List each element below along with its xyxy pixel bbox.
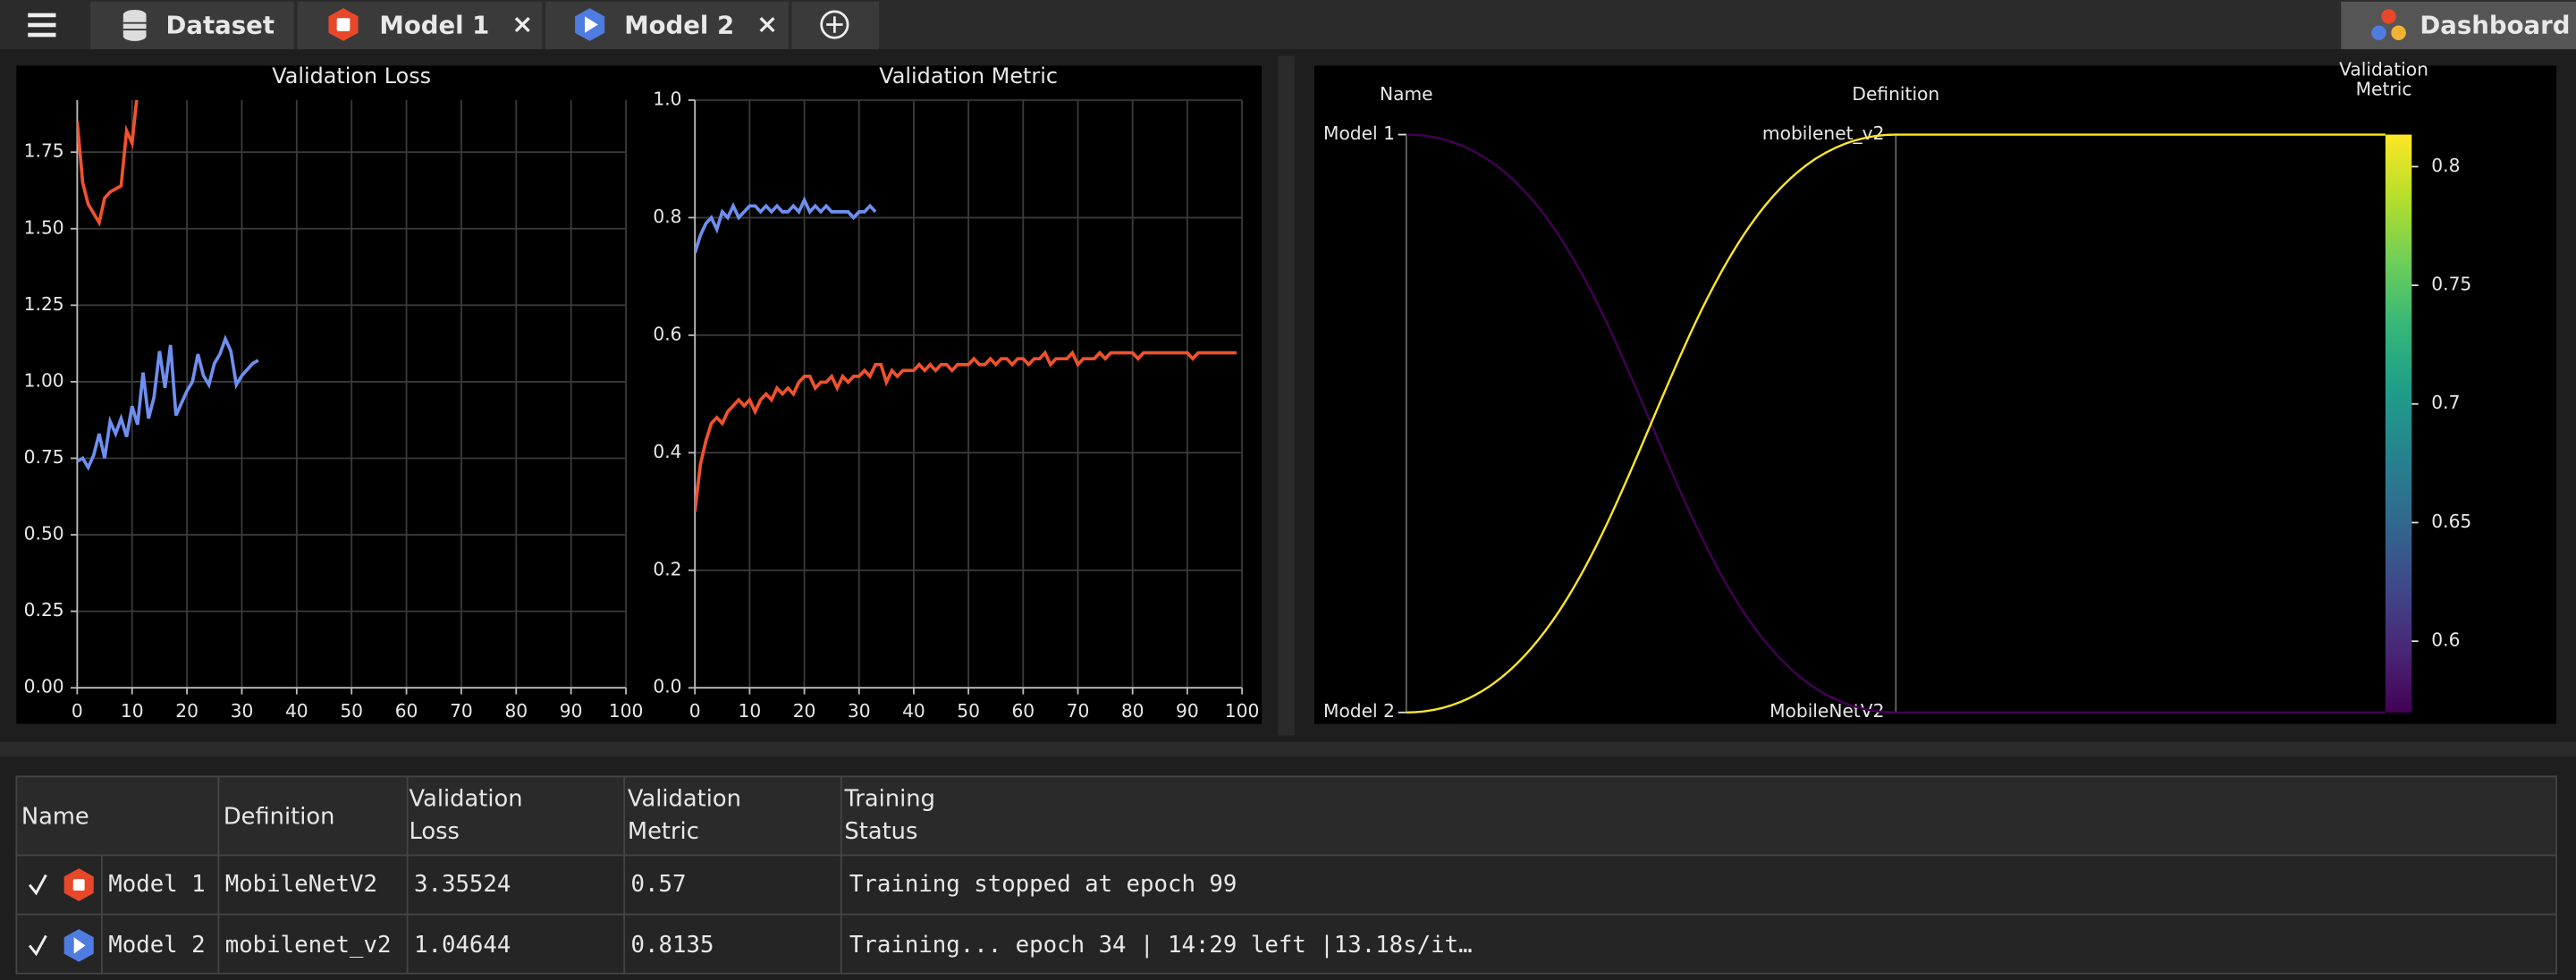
colorbar-tick-label: 0.8: [2431, 155, 2460, 176]
chart-title: Validation Metric: [879, 63, 1058, 89]
x-tick-label: 60: [1011, 700, 1035, 722]
series-line: [695, 350, 1237, 512]
splitter[interactable]: [0, 741, 2576, 757]
parallel-line: [1406, 133, 2386, 714]
cell: 0.57: [631, 871, 687, 898]
parallel-panel: [1313, 65, 2556, 724]
column-header: Validation Metric: [627, 786, 741, 846]
axis-title: Definition: [1852, 83, 1939, 105]
parallel-line: [1406, 133, 2386, 714]
y-tick-label: 1.75: [24, 140, 64, 162]
x-tick-label: 70: [450, 700, 473, 722]
x-tick-label: 30: [848, 700, 871, 722]
x-tick-label: 30: [231, 700, 254, 722]
y-tick-label: 0.25: [24, 599, 64, 621]
x-tick-label: 10: [121, 700, 144, 722]
close-icon[interactable]: [514, 17, 530, 33]
colorbar-tick-label: 0.6: [2431, 629, 2460, 651]
tab-label: Model 2: [624, 11, 734, 39]
model-2-tab[interactable]: Model 2: [545, 1, 789, 50]
axis-tick-label: mobilenet_v2: [1762, 122, 1885, 144]
chart-title: Validation Loss: [272, 63, 431, 89]
axis-tick-label: Model 2: [1323, 700, 1395, 722]
cell: Model 2: [108, 932, 205, 959]
colorbar: [2385, 134, 2412, 713]
column-header: Definition: [224, 804, 335, 831]
y-tick-label: 1.25: [24, 293, 64, 315]
column-header: Validation Loss: [409, 786, 523, 846]
x-tick-label: 0: [689, 700, 701, 722]
x-tick-label: 70: [1067, 700, 1090, 722]
x-tick-label: 50: [340, 700, 363, 722]
x-tick-label: 100: [1225, 700, 1260, 722]
cell: Training... epoch 34 | 14:29 left |13.18…: [849, 932, 1473, 959]
model-1-tab[interactable]: Model 1: [297, 1, 543, 50]
menu-button[interactable]: [0, 0, 82, 50]
check-icon[interactable]: [28, 934, 47, 957]
series-line: [77, 99, 139, 227]
y-tick-label: 1.00: [24, 369, 64, 391]
cell: 1.04644: [414, 932, 511, 959]
colorbar-tick-label: 0.7: [2431, 392, 2460, 413]
x-tick-label: 100: [609, 700, 644, 722]
tab-label: Dashboard: [2420, 11, 2570, 39]
x-tick-label: 90: [560, 700, 583, 722]
colorbar-tick-label: 0.75: [2431, 274, 2471, 295]
y-tick-label: 0.4: [653, 441, 681, 462]
tab-label: Dataset: [166, 11, 274, 39]
y-tick-label: 0.8: [653, 206, 681, 227]
x-tick-label: 40: [285, 700, 308, 722]
axis-title: Name: [1380, 83, 1433, 105]
y-tick-label: 0.75: [24, 446, 64, 468]
y-tick-label: 0.00: [24, 676, 64, 697]
column-header: Training Status: [844, 786, 935, 846]
y-tick-label: 1.50: [24, 216, 64, 238]
y-tick-label: 0.6: [653, 323, 681, 344]
column-header: Name: [21, 804, 89, 831]
dataset-tab[interactable]: Dataset: [90, 1, 294, 50]
dashboard-tab[interactable]: Dashboard: [2341, 1, 2576, 50]
table: Name Definition Validation Loss Validati…: [15, 775, 2557, 975]
check-icon[interactable]: [28, 874, 47, 896]
close-icon[interactable]: [759, 17, 775, 33]
y-tick-label: 0.0: [653, 676, 681, 697]
x-tick-label: 60: [395, 700, 418, 722]
x-tick-label: 50: [957, 700, 980, 722]
x-tick-label: 80: [504, 700, 528, 722]
series-line: [695, 196, 877, 254]
x-tick-label: 20: [175, 700, 198, 722]
axis-tick-label: MobileNetV2: [1769, 700, 1884, 722]
x-tick-label: 10: [739, 700, 762, 722]
x-tick-label: 0: [72, 700, 83, 722]
cell: mobilenet_v2: [225, 932, 392, 959]
x-tick-label: 90: [1176, 700, 1199, 722]
axis-title: Validation Metric: [2339, 60, 2428, 100]
cell: MobileNetV2: [225, 871, 377, 898]
cell: Model 1: [108, 871, 205, 898]
add-tab[interactable]: [791, 1, 879, 50]
y-tick-label: 0.2: [653, 558, 681, 579]
splitter[interactable]: [1278, 55, 1295, 736]
axis-tick-label: Model 1: [1323, 122, 1395, 144]
y-tick-label: 1.0: [653, 88, 681, 109]
y-tick-label: 0.50: [24, 523, 64, 545]
cell: Training stopped at epoch 99: [849, 871, 1237, 898]
x-tick-label: 20: [793, 700, 816, 722]
plot-panel: [16, 65, 1263, 724]
x-tick-label: 80: [1121, 700, 1144, 722]
x-tick-label: 40: [902, 700, 925, 722]
tab-label: Model 1: [379, 11, 489, 39]
cell: 3.35524: [414, 871, 511, 898]
series-line: [77, 334, 259, 471]
colorbar-tick-label: 0.65: [2431, 511, 2471, 532]
cell: 0.8135: [631, 932, 714, 959]
